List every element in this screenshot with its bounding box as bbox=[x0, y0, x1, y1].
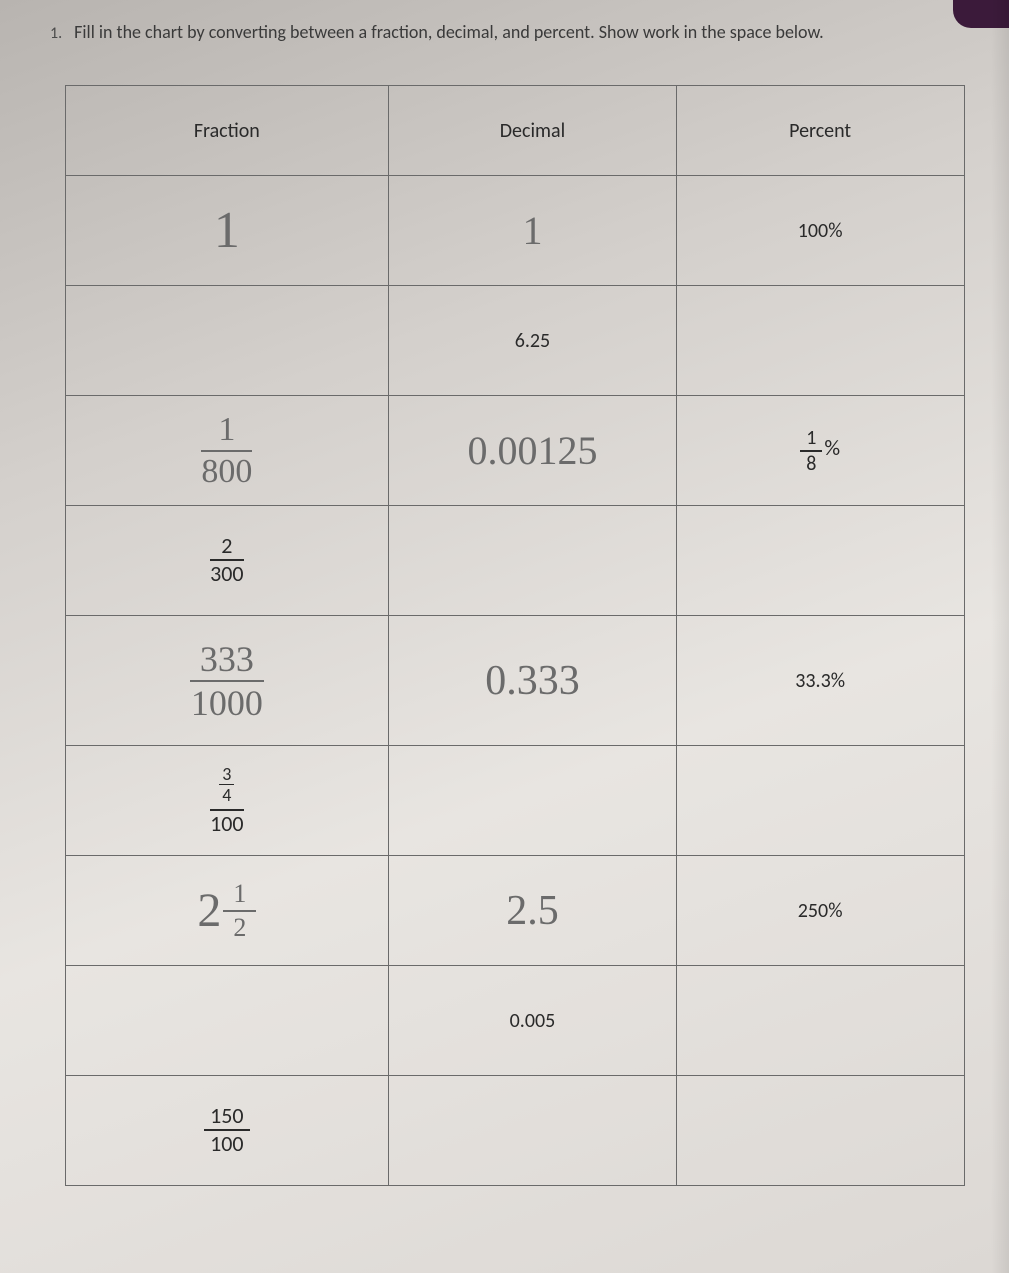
table-row: 1 800 0.00125 1 8 % bbox=[65, 396, 964, 506]
cell-decimal bbox=[389, 506, 677, 616]
table-row: 333 1000 0.333 33.3% bbox=[65, 616, 964, 746]
handwritten-value: 0.00125 bbox=[467, 428, 597, 473]
printed-value: 0.005 bbox=[510, 1009, 556, 1033]
instruction-line: 1. Fill in the chart by converting betwe… bbox=[50, 20, 979, 45]
table-row: 0.005 bbox=[65, 966, 964, 1076]
fraction-denominator: 100 bbox=[210, 811, 243, 835]
cell-decimal: 2.5 bbox=[389, 856, 677, 966]
mixed-fraction: 1 2 bbox=[223, 881, 256, 941]
header-fraction: Fraction bbox=[65, 86, 389, 176]
cell-fraction bbox=[65, 966, 389, 1076]
fraction-denominator: 2 bbox=[223, 912, 256, 941]
handwritten-fraction: 333 1000 bbox=[190, 641, 264, 721]
table-row: 6.25 bbox=[65, 286, 964, 396]
printed-value: 250% bbox=[798, 899, 843, 923]
cell-percent bbox=[676, 286, 964, 396]
mixed-whole: 2 bbox=[197, 883, 221, 938]
cell-fraction: 333 1000 bbox=[65, 616, 389, 746]
handwritten-value: 1 bbox=[214, 202, 240, 259]
handwritten-value: 1 bbox=[522, 208, 542, 253]
cell-percent bbox=[676, 966, 964, 1076]
fraction-denominator: 800 bbox=[201, 452, 252, 489]
cell-decimal bbox=[389, 1076, 677, 1186]
cell-fraction: 150 100 bbox=[65, 1076, 389, 1186]
fraction-numerator: 150 bbox=[204, 1105, 249, 1131]
cell-fraction: 2 1 2 bbox=[65, 856, 389, 966]
cell-percent: 1 8 % bbox=[676, 396, 964, 506]
printed-value: 33.3% bbox=[795, 669, 845, 693]
table-row: 2 1 2 2.5 250% bbox=[65, 856, 964, 966]
cell-percent bbox=[676, 1076, 964, 1186]
fraction-numerator: 1 bbox=[201, 413, 252, 452]
header-percent: Percent bbox=[676, 86, 964, 176]
cell-fraction: 1 800 bbox=[65, 396, 389, 506]
cell-decimal bbox=[389, 746, 677, 856]
cell-fraction: 3 4 100 bbox=[65, 746, 389, 856]
table-row: 3 4 100 bbox=[65, 746, 964, 856]
fraction-denominator: 100 bbox=[204, 1131, 249, 1155]
fraction-numerator: 2 bbox=[210, 535, 243, 561]
inner-numerator: 3 bbox=[219, 765, 234, 785]
printed-nested-fraction: 3 4 100 bbox=[210, 765, 243, 835]
fraction-denominator: 1000 bbox=[190, 682, 264, 721]
inner-fraction: 3 4 bbox=[219, 765, 234, 804]
question-number: 1. bbox=[50, 24, 62, 43]
handwritten-value: 0.333 bbox=[485, 658, 580, 704]
percent-sign: % bbox=[824, 434, 840, 461]
fraction-numerator: 1 bbox=[223, 881, 256, 912]
fraction-numerator: 333 bbox=[190, 641, 264, 682]
cell-fraction: 2 300 bbox=[65, 506, 389, 616]
handwritten-fraction: 1 800 bbox=[201, 413, 252, 489]
cell-decimal: 0.005 bbox=[389, 966, 677, 1076]
printed-fraction: 2 300 bbox=[210, 535, 243, 585]
header-row: Fraction Decimal Percent bbox=[65, 86, 964, 176]
cell-fraction: 1 bbox=[65, 176, 389, 286]
conversion-table: Fraction Decimal Percent 1 1 100% bbox=[65, 85, 965, 1186]
cell-percent: 33.3% bbox=[676, 616, 964, 746]
fraction-denominator: 8 bbox=[800, 452, 822, 474]
instruction-text: Fill in the chart by converting between … bbox=[74, 20, 824, 45]
cell-percent: 100% bbox=[676, 176, 964, 286]
cell-decimal: 1 bbox=[389, 176, 677, 286]
cell-fraction bbox=[65, 286, 389, 396]
cell-decimal: 6.25 bbox=[389, 286, 677, 396]
printed-fraction: 1 8 bbox=[800, 428, 822, 474]
table-row: 1 1 100% bbox=[65, 176, 964, 286]
printed-value: 100% bbox=[798, 219, 843, 243]
fraction-denominator: 300 bbox=[210, 561, 243, 585]
printed-value: 6.25 bbox=[515, 329, 550, 353]
worksheet-page: 1. Fill in the chart by converting betwe… bbox=[0, 0, 1009, 1216]
cell-percent bbox=[676, 746, 964, 856]
handwritten-value: 2.5 bbox=[506, 888, 559, 934]
handwritten-mixed-number: 2 1 2 bbox=[197, 881, 256, 941]
inner-denominator: 4 bbox=[219, 785, 234, 804]
printed-fraction: 150 100 bbox=[204, 1105, 249, 1155]
cell-percent: 250% bbox=[676, 856, 964, 966]
cell-decimal: 0.333 bbox=[389, 616, 677, 746]
table-row: 2 300 bbox=[65, 506, 964, 616]
cell-decimal: 0.00125 bbox=[389, 396, 677, 506]
fraction-numerator: 1 bbox=[800, 428, 822, 452]
header-decimal: Decimal bbox=[389, 86, 677, 176]
fraction-numerator: 3 4 bbox=[210, 765, 243, 811]
cell-percent bbox=[676, 506, 964, 616]
table-row: 150 100 bbox=[65, 1076, 964, 1186]
